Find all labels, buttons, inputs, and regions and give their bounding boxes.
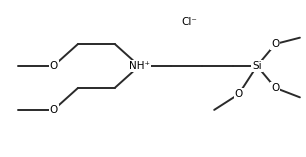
Text: O: O <box>271 83 279 93</box>
Text: Cl⁻: Cl⁻ <box>182 17 198 27</box>
Text: NH⁺: NH⁺ <box>129 61 150 71</box>
Text: O: O <box>50 61 58 71</box>
Text: O: O <box>50 105 58 115</box>
Text: O: O <box>235 89 243 99</box>
Text: O: O <box>271 39 279 49</box>
Text: Si: Si <box>252 61 262 71</box>
